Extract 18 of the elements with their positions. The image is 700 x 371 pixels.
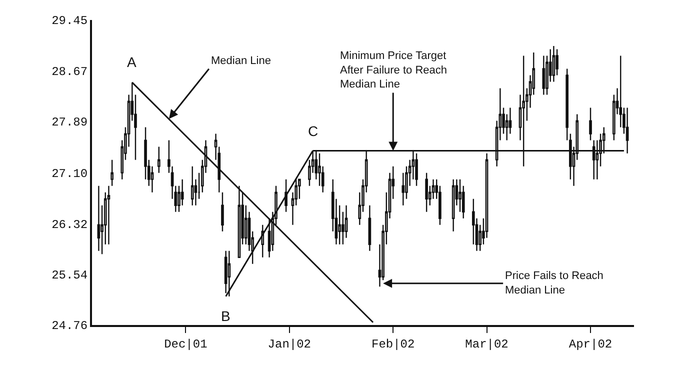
y-tick-label: 27.10: [52, 167, 88, 182]
annotation: B: [221, 308, 230, 324]
x-tick-label: Dec|01: [164, 337, 208, 352]
y-tick-label: 26.32: [52, 218, 88, 232]
x-tick-label: Feb|02: [372, 337, 415, 352]
y-tick-label: 28.67: [52, 64, 88, 79]
y-tick-label: 27.89: [52, 116, 88, 130]
y-tick-label: 24.76: [52, 319, 88, 334]
annotation: Price Fails to Reach Median Line: [505, 270, 604, 296]
annotation: Median Line: [211, 55, 271, 67]
y-tick-label: 29.45: [52, 14, 88, 28]
x-tick-label: Apr|02: [568, 337, 612, 352]
annotation: C: [308, 123, 318, 139]
x-tick-label: Mar|02: [465, 337, 508, 352]
annotation: A: [127, 54, 137, 70]
y-tick-label: 25.54: [52, 268, 88, 282]
annotation: Minimum Price Target After Failure to Reach Median Line: [340, 50, 447, 91]
x-tick-label: Jan|02: [268, 337, 312, 352]
